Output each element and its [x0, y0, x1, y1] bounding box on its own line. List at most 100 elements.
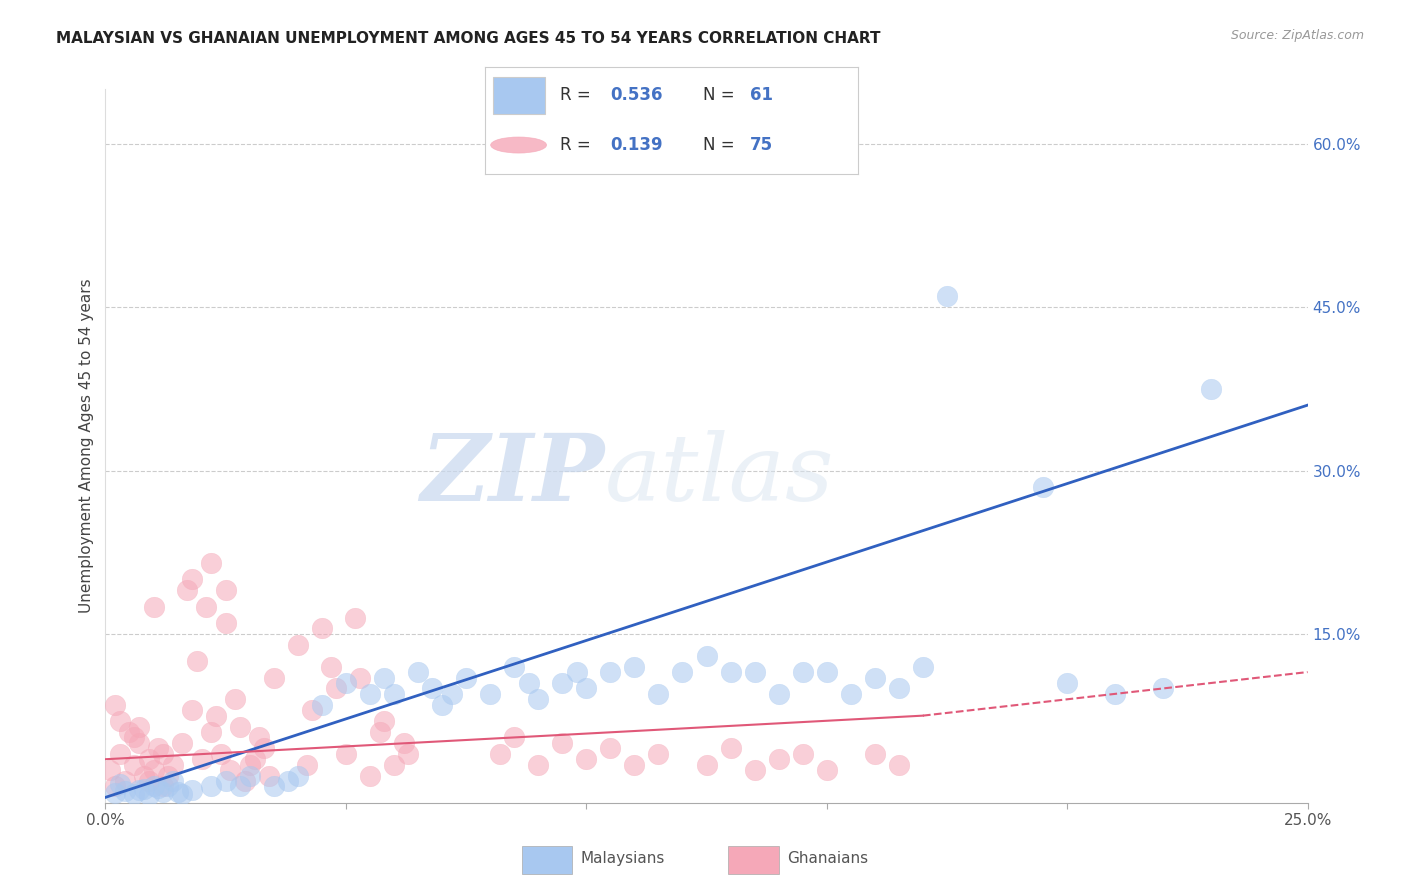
Point	[214, 583, 236, 598]
Point	[911, 659, 934, 673]
Point	[176, 583, 198, 598]
Point	[551, 676, 574, 690]
Point	[142, 763, 165, 777]
Point	[311, 622, 333, 636]
Point	[297, 757, 319, 772]
Point	[114, 784, 136, 798]
Text: Malaysians: Malaysians	[581, 851, 665, 866]
FancyBboxPatch shape	[728, 846, 779, 874]
Point	[335, 676, 357, 690]
Point	[382, 757, 405, 772]
Point	[1201, 382, 1223, 396]
Point	[527, 757, 550, 772]
Point	[887, 681, 910, 696]
Text: N =: N =	[703, 136, 740, 154]
Point	[647, 687, 669, 701]
Point	[1104, 687, 1126, 701]
Text: 0.536: 0.536	[610, 87, 662, 104]
Point	[382, 687, 405, 701]
Point	[214, 615, 236, 630]
Point	[142, 780, 165, 794]
Point	[517, 676, 540, 690]
Point	[368, 725, 391, 739]
Point	[696, 757, 718, 772]
Point	[1032, 480, 1054, 494]
Text: 75: 75	[749, 136, 773, 154]
Text: ZIP: ZIP	[420, 430, 605, 519]
Point	[488, 747, 510, 761]
Point	[257, 768, 280, 782]
Point	[406, 665, 429, 679]
Point	[792, 747, 814, 761]
Point	[247, 731, 270, 745]
Point	[166, 785, 188, 799]
Point	[887, 757, 910, 772]
Circle shape	[491, 137, 547, 153]
Text: 61: 61	[749, 87, 773, 104]
Point	[575, 752, 598, 766]
Point	[335, 747, 357, 761]
Point	[599, 741, 621, 756]
Point	[124, 787, 146, 801]
Point	[647, 747, 669, 761]
Point	[527, 692, 550, 706]
Point	[863, 747, 886, 761]
Point	[479, 687, 502, 701]
Point	[138, 774, 160, 789]
Point	[243, 752, 266, 766]
Point	[148, 741, 170, 756]
Point	[863, 671, 886, 685]
Point	[128, 720, 150, 734]
Point	[599, 665, 621, 679]
Text: atlas: atlas	[605, 430, 834, 519]
Point	[373, 671, 395, 685]
Point	[138, 752, 160, 766]
Point	[132, 781, 155, 796]
FancyBboxPatch shape	[522, 846, 572, 874]
Point	[349, 671, 371, 685]
Point	[454, 671, 477, 685]
Point	[162, 757, 184, 772]
Point	[263, 780, 285, 794]
Point	[565, 665, 588, 679]
Point	[396, 747, 419, 761]
Point	[162, 774, 184, 789]
Point	[359, 768, 381, 782]
Point	[936, 289, 959, 303]
Point	[229, 720, 252, 734]
Point	[720, 741, 742, 756]
Point	[815, 665, 838, 679]
Point	[181, 573, 204, 587]
Point	[430, 698, 453, 712]
Point	[287, 638, 309, 652]
Point	[744, 665, 766, 679]
Point	[190, 752, 212, 766]
Text: R =: R =	[560, 87, 596, 104]
Point	[200, 780, 222, 794]
Point	[239, 768, 262, 782]
Point	[124, 731, 146, 745]
Point	[287, 768, 309, 782]
Point	[344, 610, 367, 624]
Point	[325, 681, 347, 696]
Point	[172, 736, 194, 750]
Point	[152, 785, 174, 799]
Point	[200, 725, 222, 739]
Point	[128, 782, 150, 797]
Point	[186, 654, 208, 668]
Point	[104, 786, 127, 800]
Point	[209, 747, 232, 761]
Point	[181, 703, 204, 717]
FancyBboxPatch shape	[492, 77, 544, 114]
Point	[503, 659, 526, 673]
Point	[768, 687, 790, 701]
Point	[239, 757, 262, 772]
Point	[108, 714, 131, 728]
Point	[503, 731, 526, 745]
Point	[696, 648, 718, 663]
Point	[321, 659, 343, 673]
Point	[98, 763, 121, 777]
Point	[575, 681, 598, 696]
Point	[301, 703, 323, 717]
Point	[195, 599, 218, 614]
